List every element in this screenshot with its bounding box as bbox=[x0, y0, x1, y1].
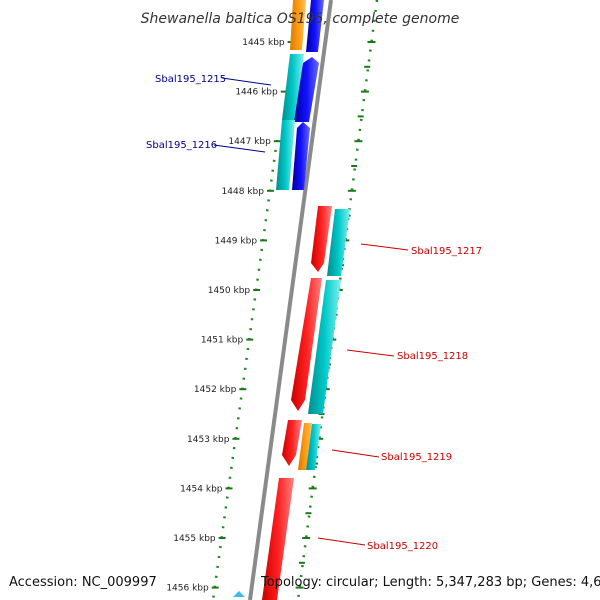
orf-1215 bbox=[282, 54, 304, 120]
map-title: Shewanella baltica OS195, complete genom… bbox=[141, 11, 460, 27]
kbp-tick-label: 1449 kbp bbox=[215, 236, 258, 246]
cds-1216-blue bbox=[292, 122, 310, 190]
cds-1217-red bbox=[311, 206, 332, 272]
cds-1218-red bbox=[291, 278, 322, 411]
cds-1215-blue bbox=[294, 57, 319, 122]
genome-backbone bbox=[248, 0, 333, 600]
connector-1218 bbox=[346, 349, 395, 357]
orf-1218 bbox=[308, 280, 341, 414]
rna-feature-top bbox=[290, 0, 306, 50]
orf-1216 bbox=[276, 120, 295, 190]
gene-label-1219[interactable]: Sbal195_1219 bbox=[381, 452, 452, 463]
gene-label-1217[interactable]: Sbal195_1217 bbox=[411, 246, 482, 257]
orf-1219 bbox=[306, 424, 321, 470]
kbp-tick-label: 1448 kbp bbox=[222, 187, 265, 197]
cds-1219-red bbox=[282, 420, 302, 466]
gene-features bbox=[233, 0, 350, 600]
gene-label-1216[interactable]: Sbal195_1216 bbox=[146, 140, 217, 151]
gene-label-1220[interactable]: Sbal195_1220 bbox=[367, 541, 438, 552]
kbp-tick-label: 1450 kbp bbox=[208, 286, 251, 296]
kbp-tick-label: 1445 kbp bbox=[242, 38, 285, 48]
cds-reverse-top bbox=[306, 0, 324, 52]
kbp-tick-label: 1456 kbp bbox=[166, 584, 209, 594]
orf-1217 bbox=[327, 209, 350, 276]
connector-1219 bbox=[331, 449, 380, 458]
kbp-tick-label: 1451 kbp bbox=[201, 336, 244, 346]
kbp-tick-label: 1454 kbp bbox=[180, 484, 223, 494]
gene-label-1218[interactable]: Sbal195_1218 bbox=[397, 351, 468, 362]
gene-label-1215[interactable]: Sbal195_1215 bbox=[155, 74, 226, 85]
bottom-marker bbox=[233, 591, 245, 597]
topology-text: Topology: circular; Length: 5,347,283 bp… bbox=[260, 575, 600, 590]
connector-1217 bbox=[360, 243, 409, 251]
outer-dotted-guide bbox=[296, 0, 379, 600]
inner-dotted-guide bbox=[211, 139, 279, 600]
kbp-tick-label: 1446 kbp bbox=[235, 88, 278, 98]
accession-text: Accession: NC_009997 bbox=[9, 575, 157, 590]
position-ticks: 1445 kbp 1446 kbp 1447 kbp 1448 kbp 1449 kbp… bbox=[166, 38, 376, 594]
kbp-tick-label: 1455 kbp bbox=[173, 534, 216, 544]
kbp-tick-label: 1452 kbp bbox=[194, 385, 237, 395]
cds-1220-red bbox=[262, 478, 294, 600]
rna-1219-orange bbox=[298, 423, 312, 470]
kbp-tick-label: 1453 kbp bbox=[187, 435, 230, 445]
kbp-tick-label: 1447 kbp bbox=[228, 137, 271, 147]
gene-labels: Sbal195_1215 Sbal195_1216 Sbal195_1217 S… bbox=[146, 74, 482, 552]
connector-1216 bbox=[213, 144, 266, 153]
connector-1215 bbox=[221, 77, 272, 86]
label-connectors bbox=[213, 77, 409, 546]
connector-1220 bbox=[317, 537, 366, 546]
